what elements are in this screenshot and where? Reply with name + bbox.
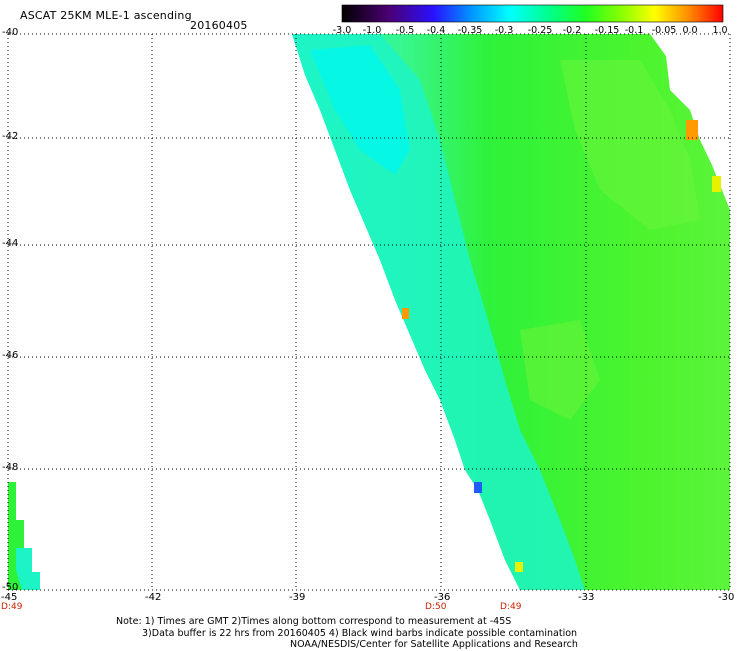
edge-pixel-blue — [474, 482, 482, 493]
note-line: Note: 1) Times are GMT 2)Times along bot… — [116, 616, 512, 627]
colorbar-label: -0.35 — [457, 25, 483, 36]
map-date: 20160405 — [190, 19, 248, 32]
edge-pixel-orange — [402, 308, 409, 319]
map-title: ASCAT 25KM MLE-1 ascending — [20, 9, 192, 22]
credit-line: NOAA/NESDIS/Center for Satellite Applica… — [290, 639, 578, 650]
x-tick-label: -36 — [434, 592, 451, 603]
x-tick-label: -30 — [718, 592, 735, 603]
note-line: 3)Data buffer is 22 hrs from 20160405 4)… — [142, 628, 578, 639]
colorbar-label: -0.3 — [494, 25, 514, 36]
colorbar-label: -0.15 — [594, 25, 620, 36]
x-tick-label: -42 — [145, 592, 162, 603]
x-tick-label: -33 — [578, 592, 595, 603]
colorbar-label: -0.5 — [395, 25, 415, 36]
colorbar-gradient — [341, 4, 724, 23]
swath-aqua-patch — [310, 45, 410, 175]
swath-lightgreen-patch — [560, 60, 700, 230]
y-tick-label: -46 — [2, 350, 19, 361]
colorbar-label: -1.0 — [362, 25, 382, 36]
y-tick-label: -44 — [2, 238, 19, 249]
swath-cyan-band — [292, 34, 585, 590]
colorbar-label: -0.1 — [624, 25, 644, 36]
colorbar-label: -0.05 — [651, 25, 677, 36]
x-tick-label: -45 — [1, 592, 18, 603]
time-label: D:49 — [1, 602, 23, 612]
y-tick-label: -50 — [2, 582, 19, 593]
colorbar-label: -0.25 — [527, 25, 553, 36]
colorbar-label: 1.0 — [712, 25, 728, 36]
colorbar-label: 0.0 — [682, 25, 698, 36]
swath-cyan-band — [16, 548, 40, 590]
time-label: D:49 — [500, 602, 522, 612]
time-label: D:50 — [425, 602, 447, 612]
graticule — [7, 33, 731, 591]
y-tick-label: -48 — [2, 462, 19, 473]
y-tick-label: -40 — [2, 27, 19, 38]
edge-pixel-yellow — [712, 176, 721, 192]
edge-pixel-yellow — [515, 562, 523, 572]
colorbar-label: -0.2 — [562, 25, 582, 36]
y-tick-label: -42 — [2, 131, 19, 142]
swath-lightgreen-patch — [520, 320, 600, 420]
x-tick-label: -39 — [289, 592, 306, 603]
edge-pixel-orange — [686, 120, 698, 140]
colorbar-label: -0.4 — [426, 25, 446, 36]
colorbar-label: -3.0 — [332, 25, 352, 36]
